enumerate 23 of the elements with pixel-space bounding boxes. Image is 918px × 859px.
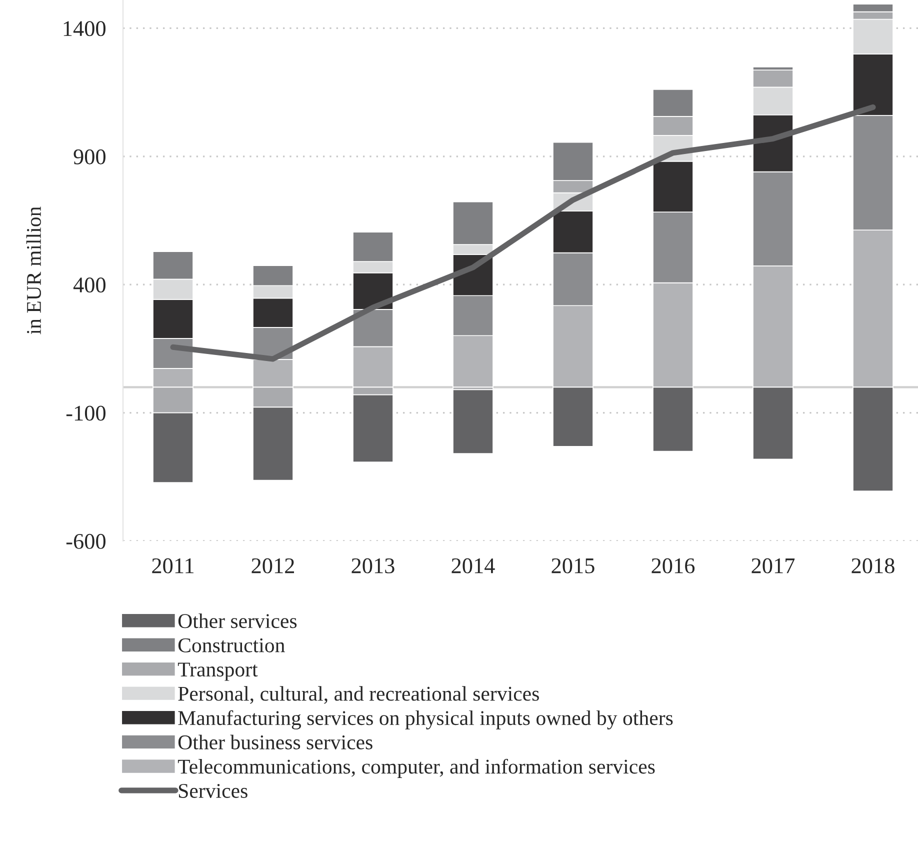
x-tick-label: 2012 <box>252 558 294 574</box>
x-tick-label: 2011 <box>152 558 194 574</box>
legend-label: Other business services <box>178 734 372 750</box>
legend-label: Personal, cultural, and recreational services <box>178 686 539 704</box>
x-tick-label: 2015 <box>552 558 594 574</box>
legend-label: Manufacturing services on physical inputs owned by others <box>178 710 673 730</box>
legend-label: Telecommunications, computer, and information services <box>178 758 655 778</box>
bar <box>452 389 494 454</box>
x-tick-label: 2013 <box>352 558 394 574</box>
legend-label: Construction <box>178 638 285 652</box>
legend-label: Other services <box>178 613 297 628</box>
x-tick-label: 2018 <box>852 558 894 574</box>
x-tick-label: 2017 <box>752 558 795 574</box>
y-tick-label: 400 <box>73 278 106 293</box>
y-tick-label: 1400 <box>64 21 106 36</box>
y-tick-label: 900 <box>74 149 106 164</box>
y-tick-label: -100 <box>66 406 106 421</box>
y-axis-title: in EUR million <box>26 206 41 334</box>
legend-label: Services <box>178 784 248 798</box>
legend-label: Transport <box>178 662 258 681</box>
x-tick-label: 2014 <box>452 558 495 574</box>
y-tick-label: -600 <box>66 534 106 549</box>
x-tick-label: 2016 <box>652 558 695 574</box>
